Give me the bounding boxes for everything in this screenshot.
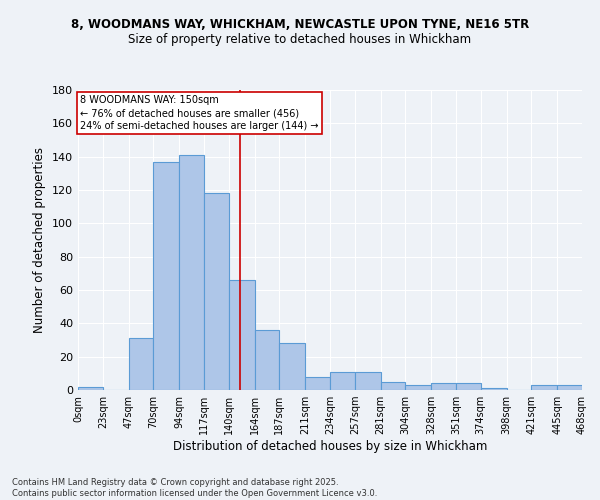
Bar	[431, 384, 456, 390]
Bar	[229, 280, 254, 390]
X-axis label: Distribution of detached houses by size in Whickham: Distribution of detached houses by size …	[173, 440, 487, 453]
Bar	[179, 155, 204, 390]
Bar	[280, 344, 305, 390]
Bar	[406, 385, 431, 390]
Y-axis label: Number of detached properties: Number of detached properties	[34, 147, 46, 333]
Bar	[456, 384, 481, 390]
Bar	[254, 330, 280, 390]
Text: 8, WOODMANS WAY, WHICKHAM, NEWCASTLE UPON TYNE, NE16 5TR: 8, WOODMANS WAY, WHICKHAM, NEWCASTLE UPO…	[71, 18, 529, 30]
Bar	[557, 385, 582, 390]
Bar	[481, 388, 506, 390]
Text: Contains HM Land Registry data © Crown copyright and database right 2025.
Contai: Contains HM Land Registry data © Crown c…	[12, 478, 377, 498]
Text: Size of property relative to detached houses in Whickham: Size of property relative to detached ho…	[128, 32, 472, 46]
Bar	[355, 372, 380, 390]
Bar	[330, 372, 355, 390]
Text: 8 WOODMANS WAY: 150sqm
← 76% of detached houses are smaller (456)
24% of semi-de: 8 WOODMANS WAY: 150sqm ← 76% of detached…	[80, 95, 319, 132]
Bar	[128, 338, 154, 390]
Bar	[154, 162, 179, 390]
Bar	[204, 194, 229, 390]
Bar	[305, 376, 330, 390]
Bar	[532, 385, 557, 390]
Bar	[78, 386, 103, 390]
Bar	[380, 382, 406, 390]
